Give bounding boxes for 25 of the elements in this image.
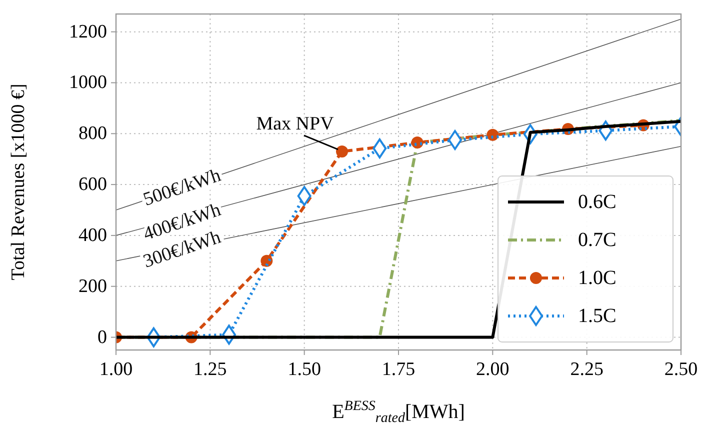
y-tick-label: 600: [78, 174, 107, 196]
x-tick-label: 1.00: [99, 359, 133, 380]
legend-label: 0.7C: [578, 229, 616, 251]
y-tick-label: 1000: [69, 72, 107, 94]
y-tick-label: 200: [78, 276, 107, 297]
x-tick-label: 1.75: [382, 359, 416, 380]
y-tick-label: 400: [78, 224, 107, 246]
x-axis-title: E$^{BESS}$$_{rated}$[MWh]: [332, 398, 465, 426]
point: [448, 130, 462, 150]
annotation: Max NPV: [256, 113, 334, 134]
y-tick-label: 0: [98, 326, 107, 348]
x-tick-label: 2.00: [476, 359, 510, 380]
x-tick-label: 2.25: [570, 359, 604, 380]
point: [336, 145, 348, 158]
y-tick-label: 800: [78, 123, 107, 144]
legend-label: 0.6C: [578, 191, 616, 213]
legend-label: 1.5C: [578, 305, 616, 327]
x-tick-label: 2.50: [664, 359, 698, 380]
point: [372, 138, 387, 158]
y-tick-label: 1200: [69, 21, 107, 42]
x-tick-label: 1.25: [194, 359, 227, 380]
y-axis-title: Total Revenues [x1000 €]: [8, 84, 29, 280]
legend-label: 1.0C: [578, 267, 616, 289]
point: [297, 186, 312, 206]
x-tick-label: 1.50: [288, 359, 321, 380]
